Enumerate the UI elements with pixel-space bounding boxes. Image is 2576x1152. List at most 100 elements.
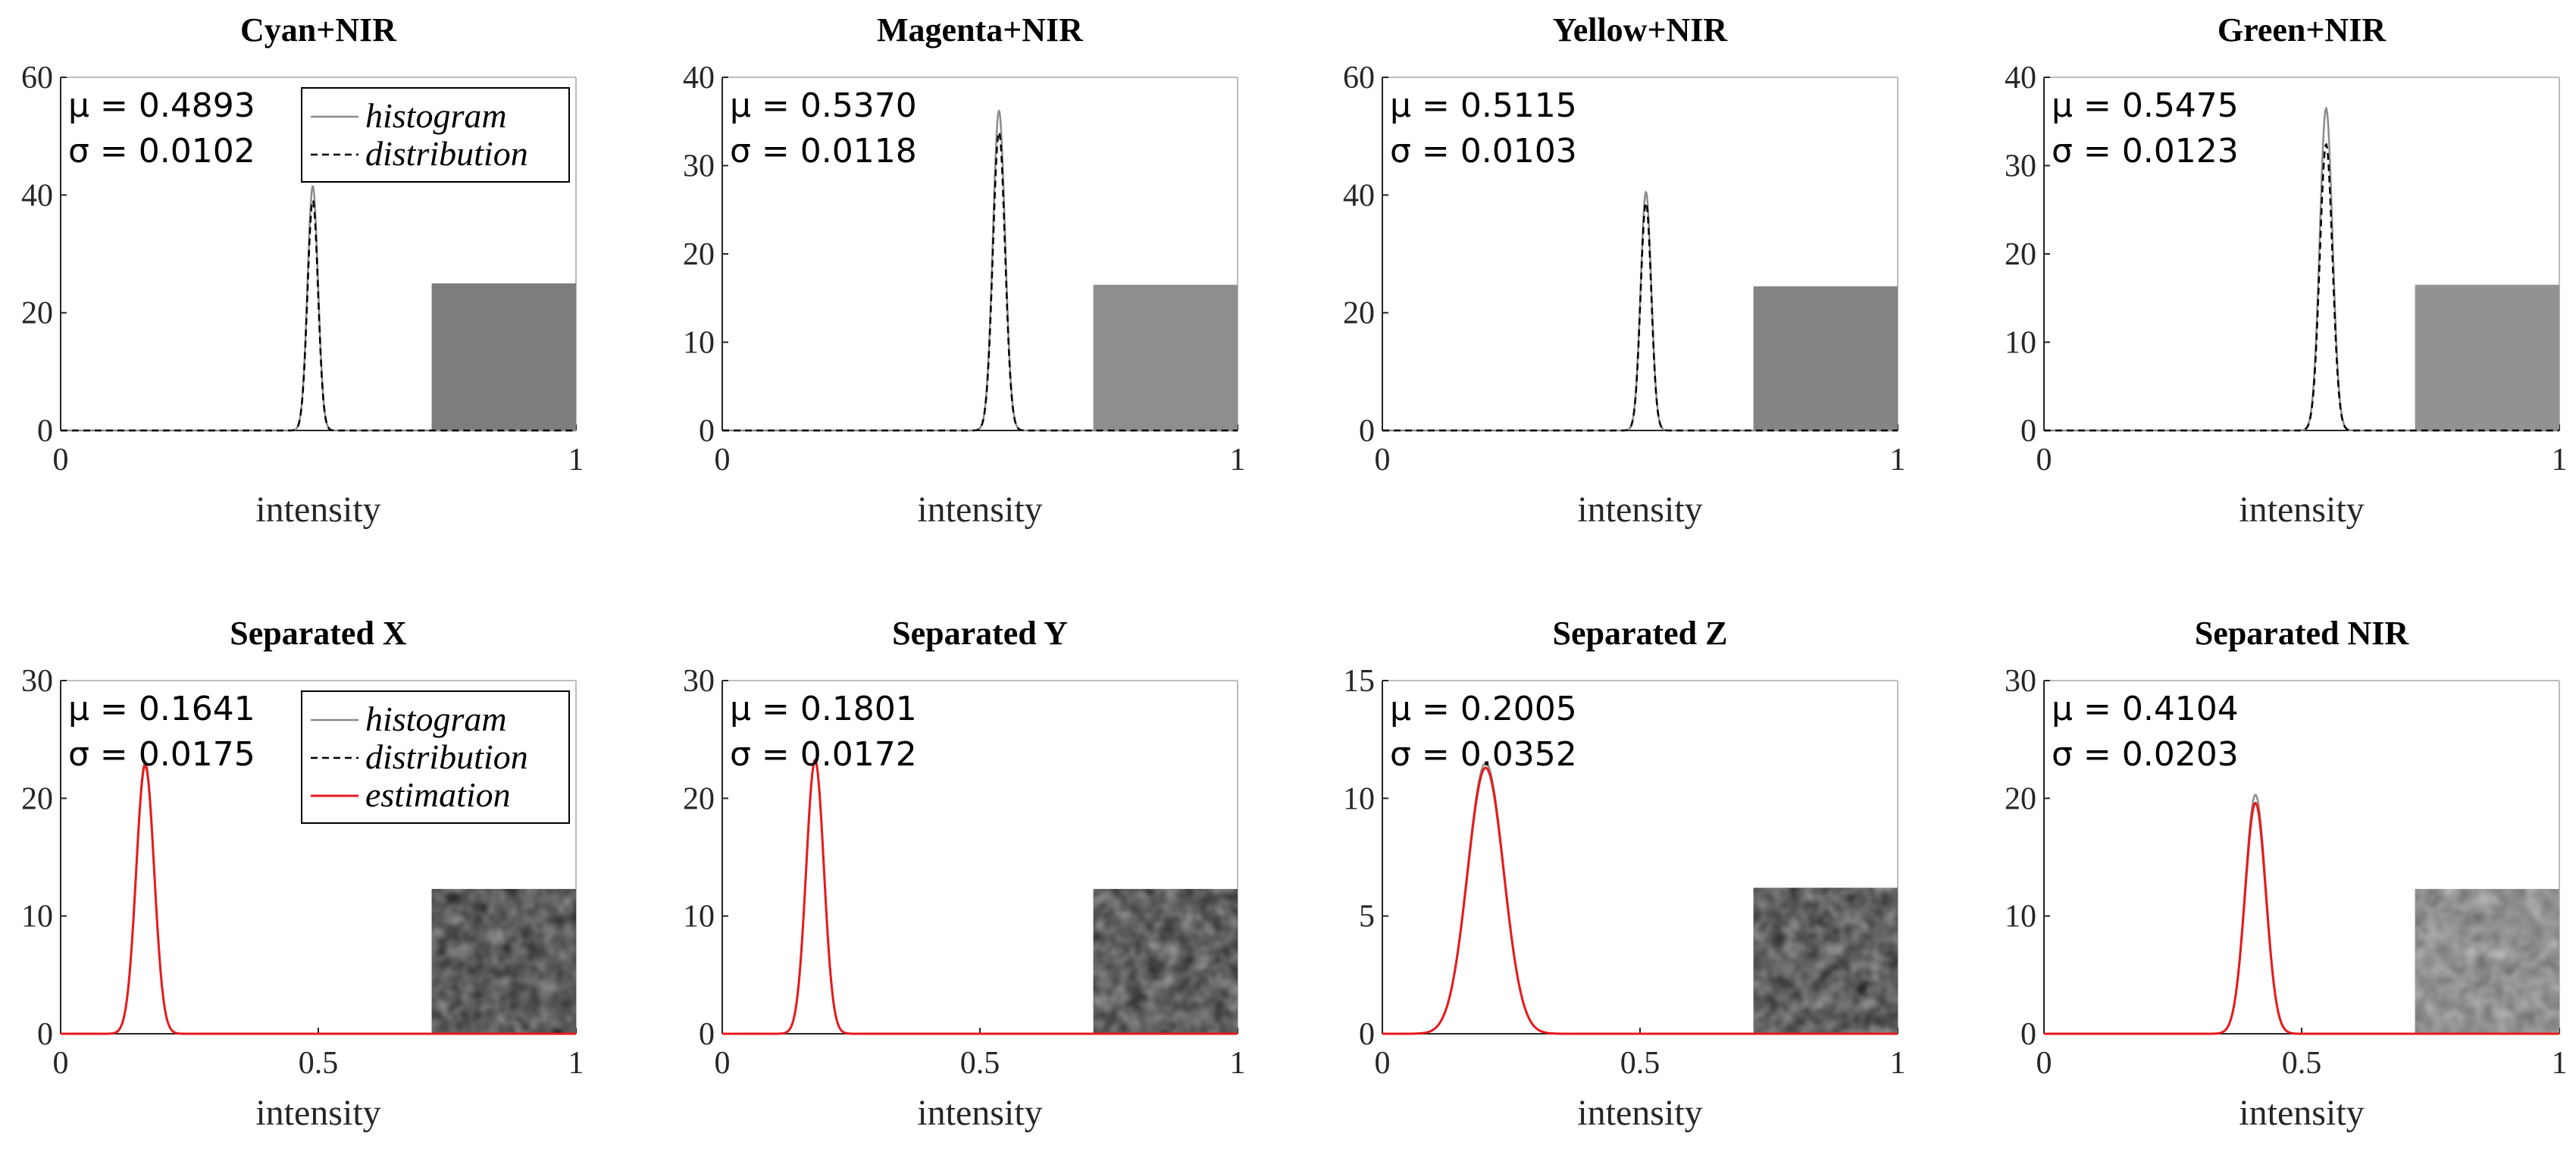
subplot-title: Separated Y — [892, 615, 1068, 652]
y-tick-label: 0 — [2020, 414, 2036, 449]
mean-annotation: μ = 0.5115 — [1390, 86, 1577, 125]
x-tick-label: 1 — [2552, 443, 2568, 477]
sample-image-swatch — [431, 283, 576, 430]
std-annotation: σ = 0.0352 — [1390, 735, 1577, 774]
mean-annotation: μ = 0.1801 — [730, 690, 917, 728]
x-tick-label: 0.5 — [299, 1046, 339, 1081]
subplot-title: Green+NIR — [2218, 11, 2387, 49]
series-estimation — [722, 759, 1238, 1035]
x-tick-label: 1 — [568, 443, 584, 477]
y-tick-label: 0 — [2020, 1017, 2036, 1052]
series-estimation — [61, 764, 576, 1035]
legend-entry: distribution — [365, 134, 528, 173]
std-annotation: σ = 0.0118 — [730, 132, 917, 171]
y-tick-label: 30 — [683, 664, 715, 699]
x-tick-label: 1 — [568, 1046, 584, 1081]
mean-annotation: μ = 0.5475 — [2052, 86, 2239, 125]
x-tick-label: 0 — [2036, 443, 2052, 477]
subplot-8: Separated NIR 0 10 20 30 0 0.5 1 intensity μ = 0.… — [2005, 615, 2568, 1133]
y-tick-label: 10 — [21, 900, 53, 934]
y-tick-label: 10 — [2005, 900, 2036, 934]
subplot-1: Cyan+NIR 0 20 40 60 0 1 intensity μ = 0.4893 σ = … — [21, 11, 584, 530]
y-tick-label: 40 — [2005, 61, 2036, 95]
legend-entry: histogram — [365, 96, 507, 135]
subplot-title: Yellow+NIR — [1553, 11, 1729, 49]
y-tick-label: 30 — [2005, 149, 2036, 184]
x-tick-label: 0.5 — [1620, 1046, 1660, 1081]
y-tick-label: 20 — [2005, 781, 2036, 816]
y-tick-label: 0 — [37, 414, 53, 449]
subplot-title: Separated Z — [1553, 615, 1728, 652]
x-axis-label: intensity — [1577, 490, 1702, 530]
y-tick-label: 40 — [683, 61, 715, 95]
subplot-title: Separated NIR — [2195, 615, 2410, 652]
y-tick-label: 60 — [1343, 61, 1375, 95]
x-tick-label: 1 — [1890, 1046, 1906, 1081]
subplot-6: Separated Y 0 10 20 30 0 0.5 1 intensity μ = 0.18… — [683, 615, 1246, 1133]
sample-image-swatch — [1093, 284, 1238, 430]
x-tick-label: 1 — [2552, 1046, 2568, 1081]
x-axis-label: intensity — [917, 1093, 1042, 1133]
series-distribution — [722, 130, 1238, 432]
y-tick-label: 0 — [37, 1017, 53, 1052]
x-tick-label: 1 — [1230, 1046, 1246, 1081]
std-annotation: σ = 0.0103 — [1390, 132, 1577, 171]
y-tick-label: 20 — [683, 237, 715, 272]
legend-entry: estimation — [365, 775, 511, 814]
y-tick-label: 10 — [2005, 326, 2036, 361]
sample-image-swatch — [1093, 888, 1238, 1034]
x-tick-label: 0.5 — [2282, 1046, 2322, 1081]
legend-entry: histogram — [365, 700, 507, 738]
sample-image-swatch — [1753, 286, 1898, 430]
y-tick-label: 40 — [21, 178, 53, 213]
series-estimation — [1382, 766, 1898, 1035]
y-tick-label: 20 — [683, 781, 715, 816]
x-axis-label: intensity — [2239, 490, 2364, 530]
y-tick-label: 10 — [683, 326, 715, 361]
subplot-4: Green+NIR 0 10 20 30 40 0 1 intensity μ = 0.5475 σ… — [2005, 11, 2568, 530]
subplot-7: Separated Z 0 5 10 15 0 0.5 1 intensity μ = 0.200… — [1343, 615, 1906, 1133]
std-annotation: σ = 0.0175 — [68, 735, 255, 774]
subplot-5: Separated X 0 10 20 30 0 0.5 1 intensity μ = 0.16… — [21, 615, 584, 1133]
sample-image-swatch — [1753, 887, 1898, 1034]
x-tick-label: 0 — [715, 1046, 731, 1081]
mean-annotation: μ = 0.5370 — [730, 86, 917, 125]
legend-box — [301, 87, 570, 183]
y-tick-label: 20 — [21, 781, 53, 816]
x-tick-label: 0 — [1375, 443, 1391, 477]
x-axis-label: intensity — [917, 490, 1042, 530]
x-tick-label: 1 — [1890, 443, 1906, 477]
subplot-title: Cyan+NIR — [240, 11, 397, 49]
x-axis-label: intensity — [1577, 1093, 1702, 1133]
sample-image-swatch — [2415, 888, 2559, 1034]
y-tick-label: 10 — [683, 900, 715, 934]
legend-entry: distribution — [365, 737, 528, 776]
x-tick-label: 1 — [1230, 443, 1246, 477]
std-annotation: σ = 0.0172 — [730, 735, 917, 774]
subplot-title: Separated X — [230, 615, 407, 652]
y-tick-label: 30 — [683, 149, 715, 184]
series-distribution — [2044, 142, 2559, 432]
x-tick-label: 0 — [53, 443, 69, 477]
y-tick-label: 15 — [1343, 664, 1375, 699]
subplot-title: Magenta+NIR — [877, 11, 1084, 49]
mean-annotation: μ = 0.4104 — [2052, 690, 2239, 728]
std-annotation: σ = 0.0102 — [68, 132, 255, 171]
y-tick-label: 0 — [699, 1017, 715, 1052]
series-distribution — [61, 199, 576, 432]
x-tick-label: 0 — [2036, 1046, 2052, 1081]
x-tick-label: 0 — [1375, 1046, 1391, 1081]
y-tick-label: 0 — [1359, 1017, 1375, 1052]
x-axis-label: intensity — [2239, 1093, 2364, 1133]
subplot-3: Yellow+NIR 0 20 40 60 0 1 intensity μ = 0.5115 σ … — [1343, 11, 1906, 530]
std-annotation: σ = 0.0203 — [2052, 735, 2239, 774]
series-estimation — [2044, 802, 2559, 1035]
subplot-2: Magenta+NIR 0 10 20 30 40 0 1 intensity μ = 0.537… — [683, 11, 1246, 530]
y-tick-label: 20 — [1343, 296, 1375, 331]
y-tick-label: 0 — [1359, 414, 1375, 449]
mean-annotation: μ = 0.1641 — [68, 690, 255, 728]
std-annotation: σ = 0.0123 — [2052, 132, 2239, 171]
